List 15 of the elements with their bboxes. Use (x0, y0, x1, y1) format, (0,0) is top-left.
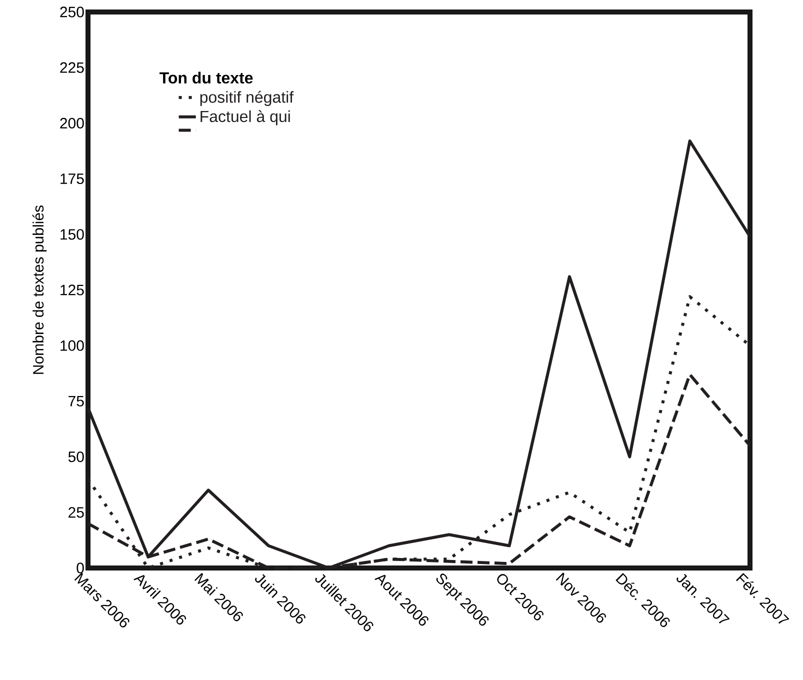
y-tick-label: 225 (60, 62, 84, 73)
legend-title: Ton du texte (160, 72, 253, 84)
y-tick-label: 175 (60, 174, 84, 184)
y-tick-label: 125 (60, 284, 84, 296)
y-tick-label: 200 (60, 118, 84, 128)
legend-label: Factuel à qui (200, 110, 290, 126)
y-tick-label: 50 (68, 451, 84, 462)
y-tick-label: 75 (68, 396, 84, 406)
legend-label: positif négatif (200, 90, 294, 106)
y-tick-label: 25 (68, 507, 84, 518)
y-axis-title: Nombre de textes publiés (32, 206, 47, 374)
y-tick-label: 250 (60, 6, 84, 18)
y-tick-label: 150 (60, 229, 84, 240)
y-tick-label: 100 (60, 340, 84, 351)
y-tick-label: 0 (76, 562, 84, 574)
